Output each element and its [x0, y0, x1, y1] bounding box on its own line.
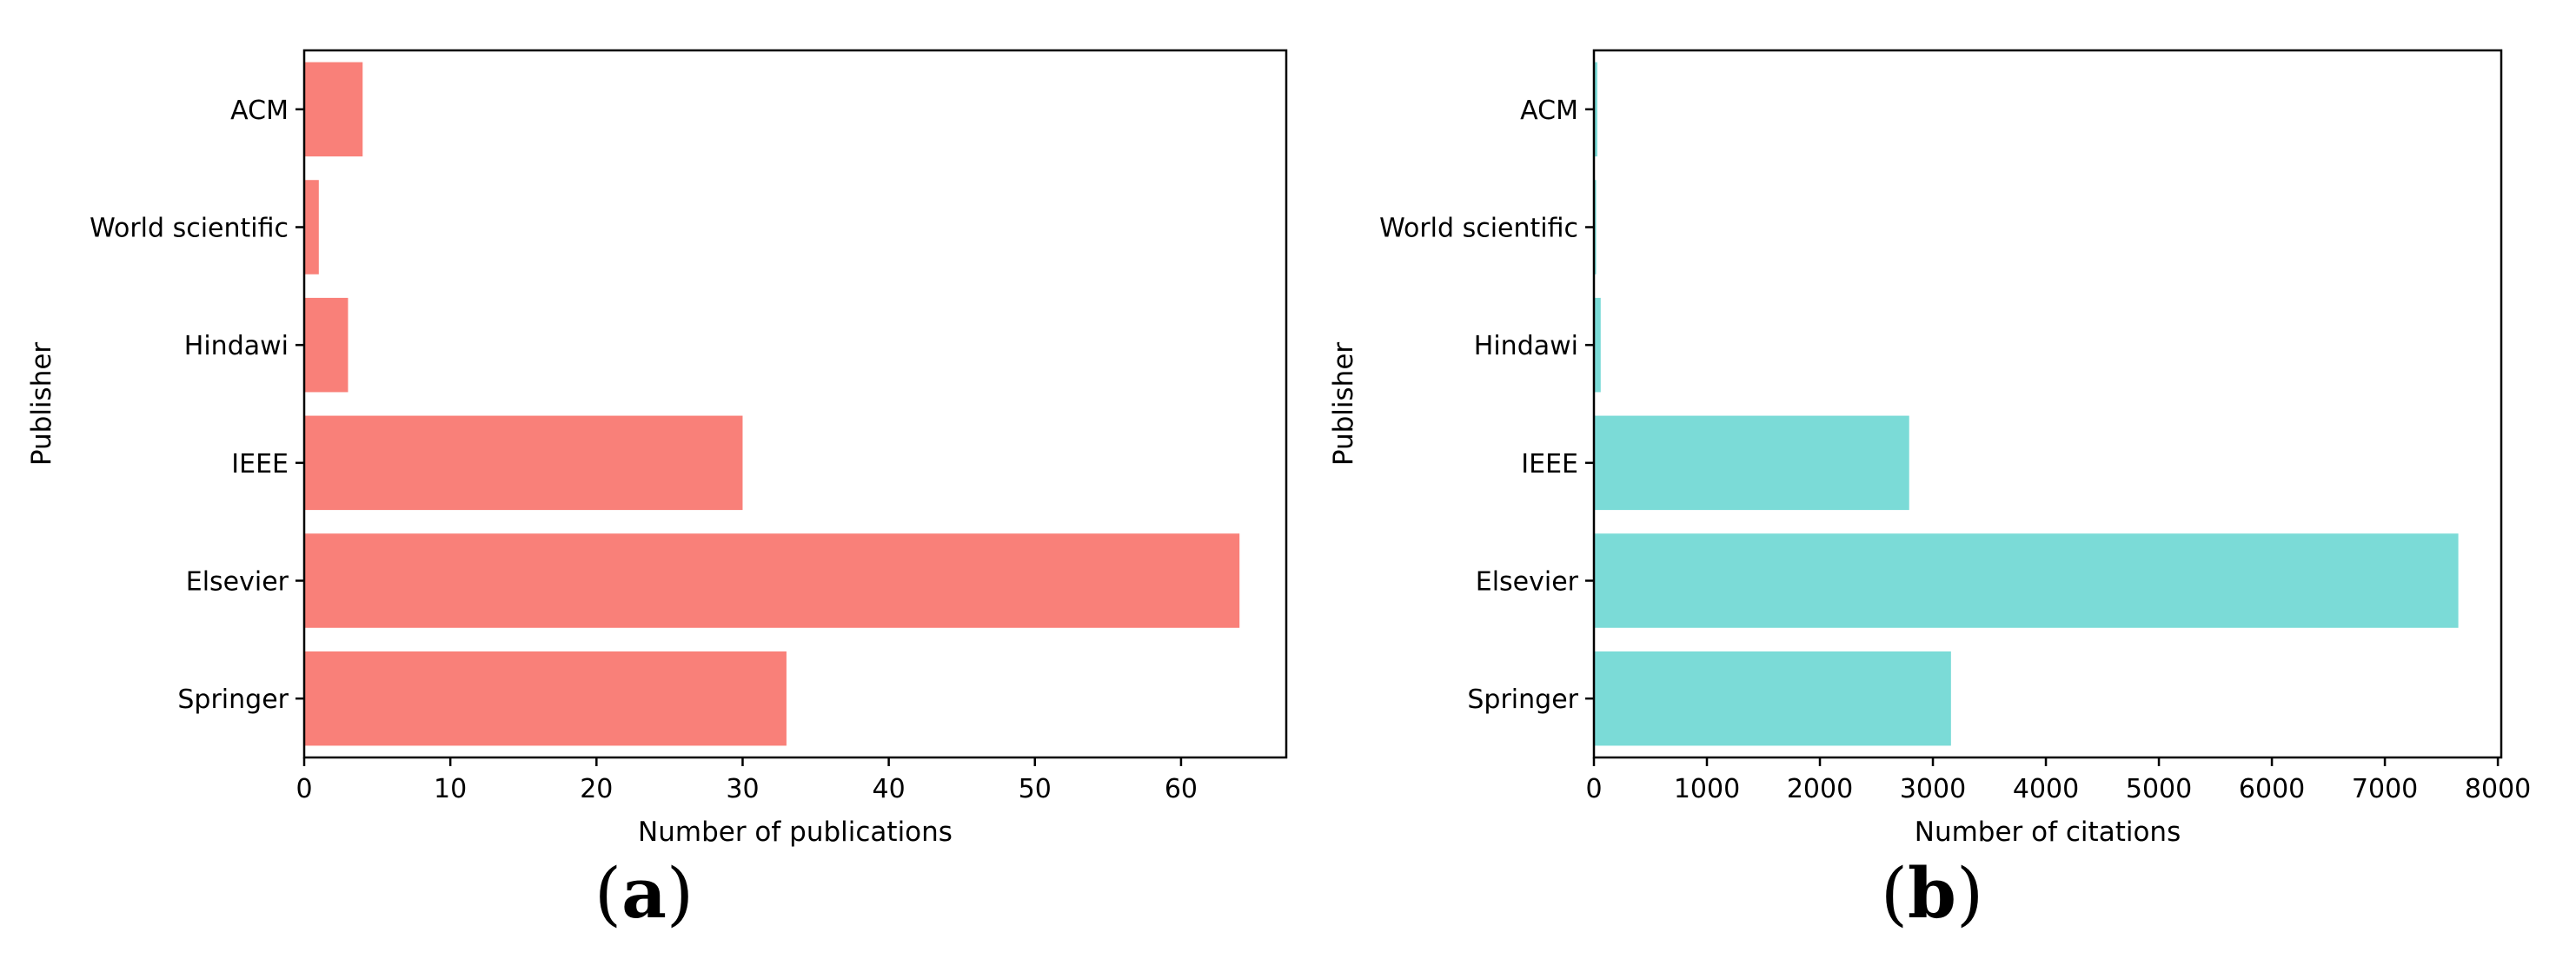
x-tick-label: 2000: [1787, 774, 1853, 804]
x-tick-label: 30: [726, 774, 759, 804]
y-tick-label-ieee: IEEE: [231, 449, 289, 480]
x-tick-label: 8000: [2465, 774, 2531, 804]
y-tick-label-hindawi: Hindawi: [1474, 331, 1578, 361]
x-tick-label: 1000: [1674, 774, 1740, 804]
bar-hindawi: [1594, 297, 1601, 393]
x-tick-label: 40: [873, 774, 906, 804]
caption-b-letter: b: [1908, 852, 1956, 934]
publications-bar-chart: 0 10 20 30 40 50 60 ACM World scientific Hindawi I…: [26, 49, 1288, 848]
x-axis-label: Number of citations: [1915, 817, 2181, 848]
subfigure-a: 0 10 20 30 40 50 60 ACM World scientific Hindawi I…: [0, 49, 1288, 929]
bar-springer: [304, 651, 787, 746]
subfigure-b: 0 1000 2000 3000 4000 5000 6000 7000 8000 ACM Worl…: [1288, 0, 2576, 959]
caption-b-open-paren: (: [1880, 853, 1909, 934]
y-tick-label-ieee: IEEE: [1521, 449, 1578, 480]
caption-a-open-paren: (: [594, 853, 622, 934]
subfigure-b-caption: (b): [1288, 858, 2576, 929]
x-tick-label: 5000: [2126, 774, 2192, 804]
x-tick-label: 0: [295, 774, 312, 804]
caption-a-letter: a: [621, 852, 667, 934]
x-tick-label: 20: [580, 774, 613, 804]
x-tick-label: 7000: [2352, 774, 2418, 804]
axes-frame: [1592, 49, 2503, 759]
bar-elsevier: [1594, 533, 2459, 628]
bar-world-scientific: [304, 180, 319, 274]
bar-world-scientific: [1594, 180, 1597, 274]
axes-frame: [302, 49, 1288, 759]
x-tick-label: 4000: [2013, 774, 2079, 804]
x-tick-label: 3000: [1900, 774, 1966, 804]
bar-ieee: [304, 415, 743, 511]
x-tick-label: 6000: [2239, 774, 2305, 804]
x-tick-label: 50: [1019, 774, 1052, 804]
y-axis-label: Publisher: [26, 342, 57, 466]
bar-hindawi: [304, 297, 349, 393]
x-axis-label: Number of publications: [638, 817, 953, 848]
x-tick-label: 10: [434, 774, 467, 804]
y-tick-label-hindawi: Hindawi: [184, 331, 289, 361]
y-tick-label-world-scientific: World scientific: [90, 214, 289, 244]
bar-ieee: [1594, 415, 1909, 511]
bar-elsevier: [304, 533, 1240, 628]
y-axis-label: Publisher: [1328, 342, 1359, 466]
y-tick-label-world-scientific: World scientific: [1379, 214, 1578, 244]
y-tick-label-acm: ACM: [230, 96, 289, 126]
x-tick-label: 0: [1585, 774, 1602, 804]
bar-springer: [1594, 651, 1951, 746]
y-tick-label-springer: Springer: [177, 685, 289, 715]
caption-a-close-paren: ): [666, 853, 694, 934]
x-tick-label: 60: [1165, 774, 1198, 804]
subfigure-a-caption: (a): [0, 858, 1288, 929]
y-tick-label-springer: Springer: [1467, 685, 1578, 715]
citations-bar-chart: 0 1000 2000 3000 4000 5000 6000 7000 8000 ACM Worl…: [1328, 49, 2531, 848]
bar-acm: [304, 62, 363, 157]
bar-acm: [1594, 62, 1597, 157]
caption-b-close-paren: ): [1955, 853, 1984, 934]
y-tick-label-elsevier: Elsevier: [1476, 567, 1579, 598]
y-tick-label-acm: ACM: [1520, 96, 1578, 126]
y-tick-label-elsevier: Elsevier: [186, 567, 289, 598]
